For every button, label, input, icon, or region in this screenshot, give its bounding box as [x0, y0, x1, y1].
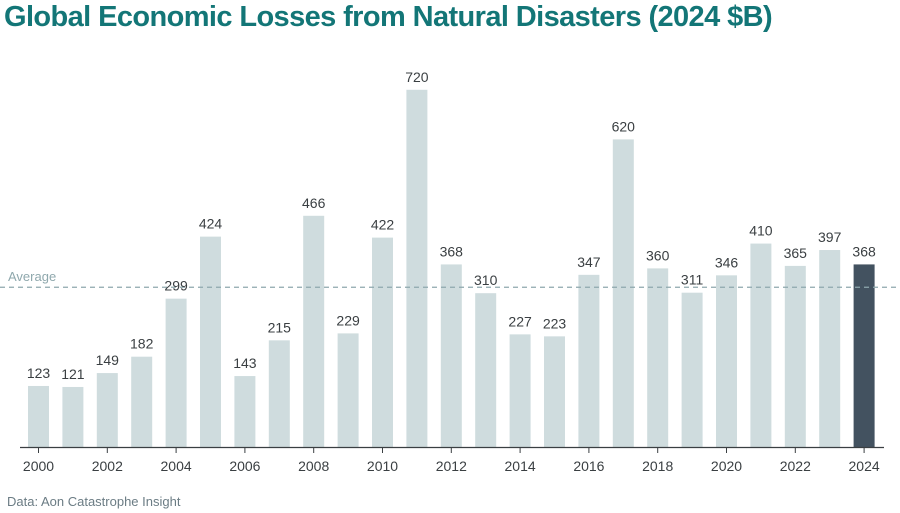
value-label-2015: 223 — [543, 315, 567, 331]
x-tick-label-2002: 2002 — [92, 458, 123, 474]
bar-2017 — [612, 139, 634, 447]
x-ticks-group: 2000 2002 2004 2006 2008 2010 2012 2014 2016 2018… — [23, 447, 880, 474]
bar-2016 — [578, 274, 600, 447]
value-label-2022: 365 — [784, 245, 808, 261]
average-group: Average — [0, 269, 900, 288]
value-label-2018: 360 — [646, 247, 670, 263]
bar-2012 — [440, 264, 462, 447]
bar-2001 — [62, 386, 84, 447]
bar-2015 — [544, 336, 565, 447]
bar-2018 — [647, 268, 669, 447]
x-tick-label-2008: 2008 — [298, 458, 329, 474]
value-label-2009: 229 — [336, 312, 360, 328]
bar-2009 — [337, 333, 359, 447]
bar-2008 — [303, 215, 325, 447]
value-label-2000: 123 — [27, 365, 51, 381]
bar-2000 — [28, 385, 49, 447]
value-label-2017: 620 — [612, 118, 636, 134]
bar-2022 — [784, 265, 806, 447]
value-label-2002: 149 — [96, 352, 120, 368]
value-label-2023: 397 — [818, 229, 842, 245]
bar-2020 — [716, 275, 737, 447]
bar-2003 — [131, 356, 153, 447]
value-label-2019: 311 — [681, 272, 704, 288]
value-label-2024: 368 — [852, 243, 876, 259]
value-label-2016: 347 — [577, 254, 601, 270]
x-tick-label-2024: 2024 — [849, 458, 880, 474]
x-tick-label-2020: 2020 — [711, 458, 742, 474]
data-source-note: Data: Aon Catastrophe Insight — [7, 494, 181, 509]
value-label-2013: 310 — [474, 272, 498, 288]
bar-2004 — [165, 298, 187, 447]
x-tick-label-2022: 2022 — [780, 458, 811, 474]
value-label-2012: 368 — [440, 243, 464, 259]
chart-title: Global Economic Losses from Natural Disa… — [4, 1, 773, 33]
x-tick-label-2010: 2010 — [367, 458, 398, 474]
bar-2021 — [750, 243, 772, 447]
value-label-2014: 227 — [508, 313, 532, 329]
value-label-2003: 182 — [130, 336, 154, 352]
bar-2013 — [475, 293, 497, 447]
bar-2006 — [234, 376, 256, 447]
bar-2010 — [372, 237, 393, 447]
bar-2024 — [853, 264, 875, 447]
x-tick-label-2006: 2006 — [229, 458, 260, 474]
bar-2005 — [200, 236, 221, 447]
value-label-2011: 720 — [405, 69, 429, 85]
value-label-2021: 410 — [749, 223, 773, 239]
bar-2019 — [681, 292, 703, 447]
bars-group — [28, 89, 875, 448]
value-label-2004: 299 — [164, 278, 188, 294]
bar-2002 — [96, 373, 118, 447]
value-label-2020: 346 — [715, 254, 739, 270]
value-label-2006: 143 — [233, 355, 257, 371]
value-label-2010: 422 — [371, 217, 395, 233]
x-tick-label-2016: 2016 — [573, 458, 604, 474]
value-label-2008: 466 — [302, 195, 326, 211]
bar-2023 — [819, 250, 841, 447]
bar-2007 — [268, 340, 290, 447]
value-labels-group: 123 121 149 182 299 424 143 215 466 229 422 720 368 3… — [27, 69, 876, 382]
bar-2014 — [509, 334, 531, 447]
value-label-2005: 424 — [199, 216, 223, 232]
x-tick-label-2004: 2004 — [161, 458, 192, 474]
average-label: Average — [8, 269, 56, 284]
x-tick-label-2012: 2012 — [436, 458, 467, 474]
value-label-2001: 121 — [61, 366, 85, 382]
x-tick-label-2000: 2000 — [23, 458, 54, 474]
x-tick-label-2014: 2014 — [505, 458, 536, 474]
value-label-2007: 215 — [268, 319, 292, 335]
bar-2011 — [406, 89, 428, 448]
x-tick-label-2018: 2018 — [642, 458, 673, 474]
